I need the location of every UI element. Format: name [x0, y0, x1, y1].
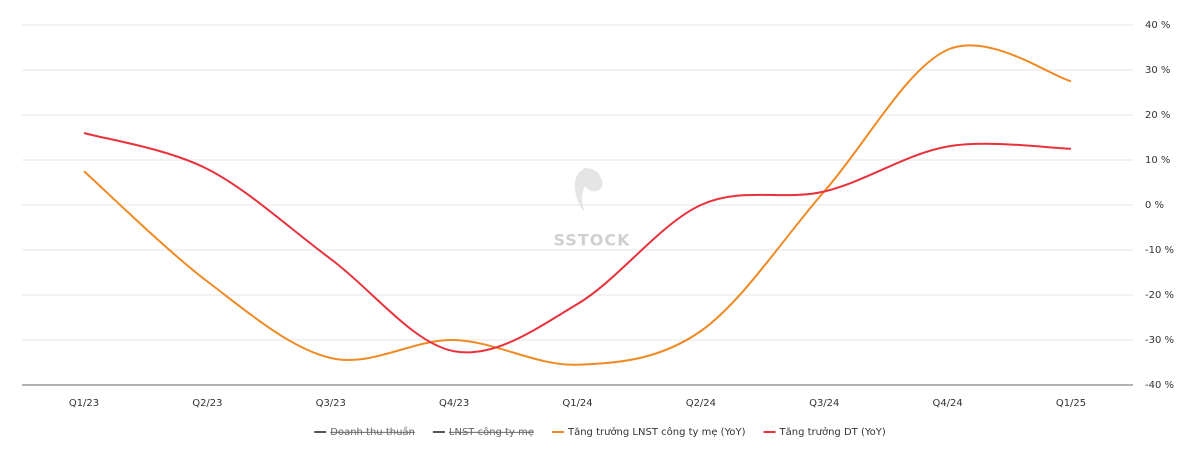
series-line — [83, 132, 1072, 354]
watermark: SSTOCK — [554, 231, 631, 250]
y-tick-label: 10 % — [1145, 155, 1170, 166]
y-tick-label: 40 % — [1145, 20, 1170, 31]
legend-label: Doanh thu thuần — [330, 426, 415, 438]
y-tick-label: -30 % — [1145, 335, 1174, 346]
y-tick-label: -20 % — [1145, 290, 1174, 301]
x-tick-label: Q2/23 — [192, 398, 222, 409]
y-tick-label: -10 % — [1145, 245, 1174, 256]
legend-label: Tăng trưởng DT (YoY) — [779, 426, 886, 438]
x-tick-label: Q2/24 — [686, 398, 716, 409]
y-tick-label: 30 % — [1145, 65, 1170, 76]
x-tick-label: Q3/23 — [316, 398, 346, 409]
x-tick-label: Q4/23 — [439, 398, 469, 409]
legend-label: LNST công ty mẹ — [449, 426, 534, 438]
legend-label: Tăng trưởng LNST công ty mẹ (YoY) — [567, 426, 746, 438]
x-tick-label: Q1/24 — [562, 398, 592, 409]
x-tick-label: Q1/25 — [1056, 398, 1086, 409]
watermark-logo — [574, 168, 603, 212]
x-tick-label: Q3/24 — [809, 398, 839, 409]
legend: Doanh thu thuần LNST công ty mẹ Tăng trưởn… — [314, 426, 886, 438]
y-tick-label: -40 % — [1145, 380, 1174, 391]
x-tick-label: Q1/23 — [69, 398, 99, 409]
y-tick-label: 0 % — [1145, 200, 1164, 211]
x-tick-label: Q4/24 — [932, 398, 962, 409]
y-tick-label: 20 % — [1145, 110, 1170, 121]
series-line — [83, 44, 1072, 366]
